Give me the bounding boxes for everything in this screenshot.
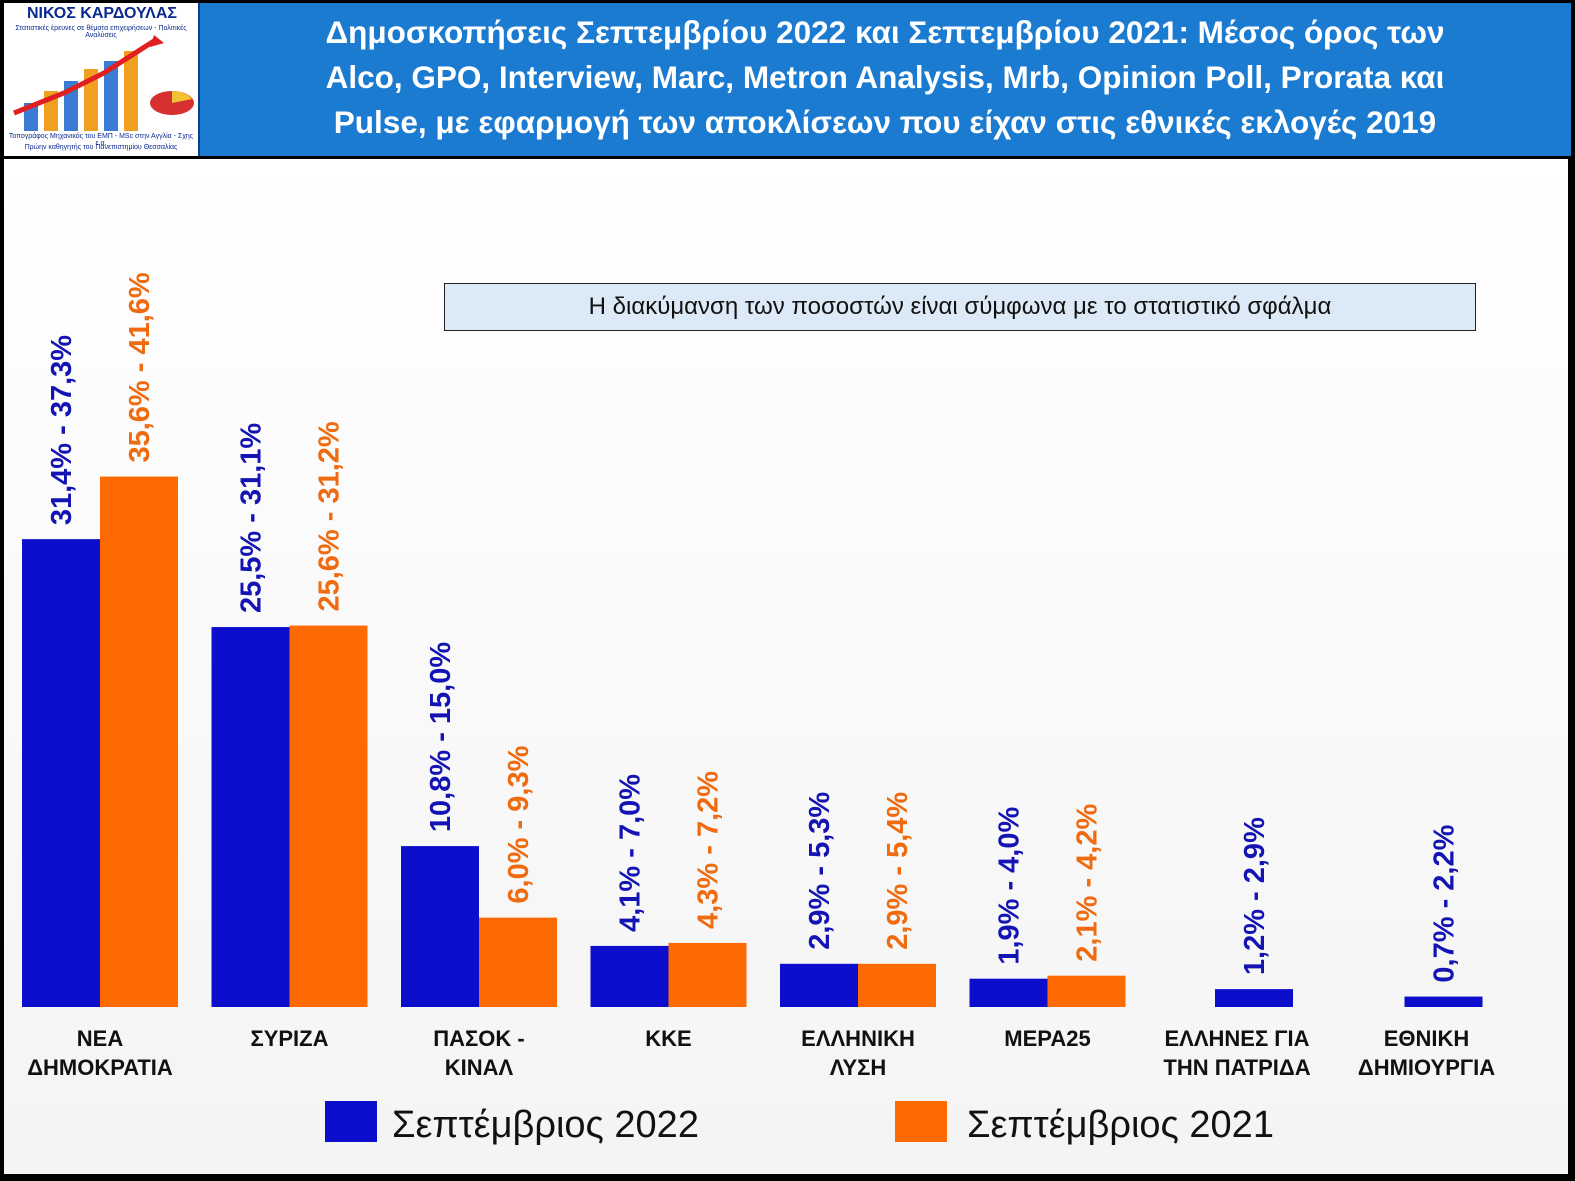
bar-2021 bbox=[1047, 975, 1126, 1007]
category-label: ΝΕΑ bbox=[77, 1026, 124, 1051]
category-label: ΔΗΜΙΟΥΡΓΙΑ bbox=[1358, 1055, 1495, 1080]
value-label-2022: 1,9% - 4,0% bbox=[994, 807, 1026, 965]
category-label: ΕΛΛΗΝΙΚΗ bbox=[801, 1026, 915, 1051]
legend-swatch-2021 bbox=[895, 1101, 947, 1142]
logo: ΝΙΚΟΣ ΚΑΡΔΟΥΛΑΣ Στατιστικές έρευνες σε θ… bbox=[4, 3, 200, 156]
value-label-2021: 2,1% - 4,2% bbox=[1072, 804, 1104, 962]
bar-2022 bbox=[969, 978, 1048, 1007]
value-label-2022: 1,2% - 2,9% bbox=[1239, 817, 1271, 975]
category-label: ΕΘΝΙΚΗ bbox=[1384, 1026, 1470, 1051]
bar-2022 bbox=[1404, 996, 1483, 1007]
value-label-2022: 0,7% - 2,2% bbox=[1429, 824, 1461, 982]
chart-title: Δημοσκοπήσεις Σεπτεμβρίου 2022 και Σεπτε… bbox=[205, 10, 1565, 145]
bar-2022 bbox=[780, 963, 858, 1007]
title-bar bbox=[4, 3, 1571, 156]
value-label-2022: 31,4% - 37,3% bbox=[46, 335, 78, 525]
bar-2021 bbox=[858, 963, 936, 1007]
value-label-2021: 25,6% - 31,2% bbox=[314, 421, 346, 611]
value-label-2022: 2,9% - 5,3% bbox=[804, 792, 836, 950]
value-label-2021: 35,6% - 41,6% bbox=[124, 272, 156, 462]
category-label: ΛΥΣΗ bbox=[830, 1055, 886, 1080]
bar-2022 bbox=[22, 539, 100, 1007]
logo-credentials-2: Πρώην καθηγητής του Πανεπιστημίου Θεσσαλ… bbox=[24, 144, 178, 151]
category-label: ΜΕΡΑ25 bbox=[1004, 1026, 1090, 1051]
title-line-1: Δημοσκοπήσεις Σεπτεμβρίου 2022 και Σεπτε… bbox=[325, 14, 1445, 50]
title-line-2: Alco, GPO, Interview, Marc, Metron Analy… bbox=[325, 59, 1445, 95]
value-label-2021: 6,0% - 9,3% bbox=[503, 745, 535, 903]
value-label-2021: 2,9% - 5,4% bbox=[882, 792, 914, 950]
bar-2022 bbox=[1215, 989, 1293, 1007]
bar-2022 bbox=[590, 945, 669, 1007]
logo-subtitle: Στατιστικές έρευνες σε θέματα επιχειρήσε… bbox=[15, 25, 187, 39]
legend-swatch-2022 bbox=[325, 1101, 377, 1142]
category-label: ΚΙΝΑΛ bbox=[445, 1055, 514, 1080]
category-label: ΚΚΕ bbox=[645, 1026, 691, 1051]
legend-label-2022: Σεπτέμβριος 2022 bbox=[392, 1104, 699, 1146]
logo-credentials: Τοπογράφος Μηχανικός του ΕΜΠ - MSc στην … bbox=[8, 133, 194, 147]
bar-2021 bbox=[100, 476, 178, 1007]
bar-2021 bbox=[668, 942, 747, 1007]
error-margin-note: Η διακύμανση των ποσοστών είναι σύμφωνα … bbox=[444, 283, 1476, 331]
bar-2021 bbox=[289, 625, 368, 1007]
value-label-2021: 4,3% - 7,2% bbox=[693, 771, 725, 929]
value-label-2022: 10,8% - 15,0% bbox=[425, 642, 457, 832]
bar-2021 bbox=[479, 917, 557, 1007]
bar-2022 bbox=[211, 627, 290, 1007]
value-label-2022: 25,5% - 31,1% bbox=[236, 423, 268, 613]
value-label-2022: 4,1% - 7,0% bbox=[615, 774, 647, 932]
logo-name: ΝΙΚΟΣ ΚΑΡΔΟΥΛΑΣ bbox=[26, 5, 178, 22]
category-label: ΕΛΛΗΝΕΣ ΓΙΑ bbox=[1164, 1026, 1309, 1051]
category-label: ΤΗΝ ΠΑΤΡΙΔΑ bbox=[1163, 1055, 1310, 1080]
logo-chart-icon bbox=[13, 35, 194, 131]
category-label: ΣΥΡΙΖΑ bbox=[251, 1026, 329, 1051]
title-line-3: Pulse, με εφαρμογή των αποκλίσεων που εί… bbox=[333, 104, 1437, 140]
category-label: ΔΗΜΟΚΡΑΤΙΑ bbox=[27, 1055, 173, 1080]
bar-2022 bbox=[401, 846, 479, 1007]
legend-label-2021: Σεπτέμβριος 2021 bbox=[967, 1104, 1274, 1146]
category-label: ΠΑΣΟΚ - bbox=[433, 1026, 524, 1051]
